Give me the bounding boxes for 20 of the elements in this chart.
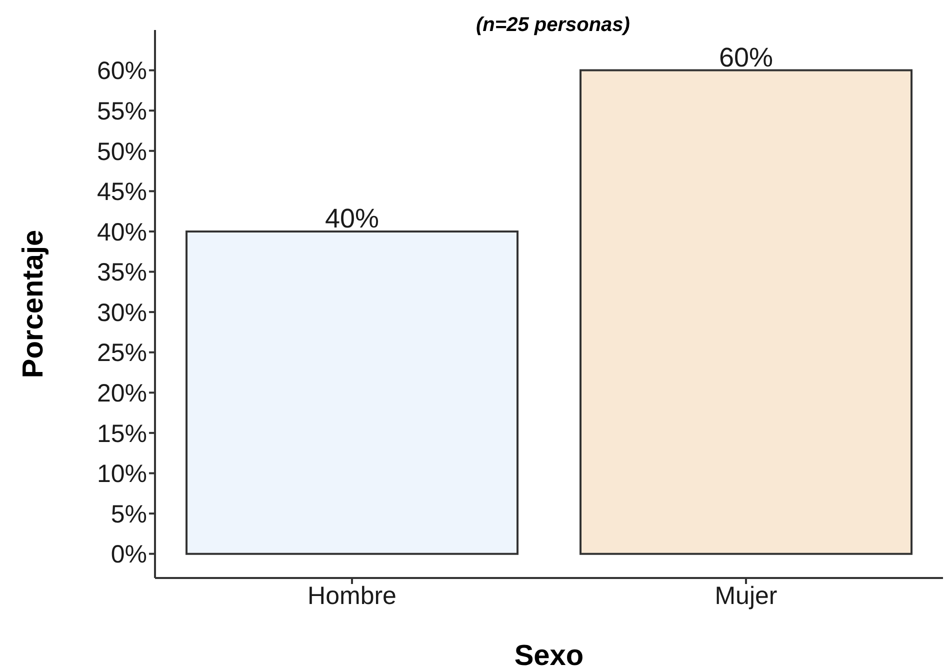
data-label: 60%	[718, 42, 774, 72]
y-axis-title: Porcentaje	[17, 230, 50, 378]
y-tick-label: 35%	[96, 258, 147, 287]
y-tick-label: 30%	[96, 298, 147, 327]
y-tick-label: 25%	[96, 339, 147, 368]
x-axis-title: Sexo	[514, 640, 584, 669]
y-tick-label: 5%	[110, 500, 147, 528]
x-tick-label: Hombre	[308, 582, 396, 610]
y-tick-label: 10%	[96, 460, 147, 488]
y-tick-label: 55%	[96, 97, 147, 126]
y-tick-label: 60%	[96, 57, 147, 86]
x-tick-label: Mujer	[714, 582, 778, 610]
y-tick-label: 40%	[96, 218, 147, 246]
y-tick-label: 20%	[96, 380, 147, 408]
chart-title: (n=25 personas)	[476, 14, 630, 36]
y-tick-label: 15%	[96, 420, 147, 448]
y-tick-label: 45%	[96, 178, 147, 206]
y-tick-label: 50%	[96, 138, 147, 166]
data-label: 40%	[324, 203, 380, 234]
y-tick-label: 0%	[110, 540, 147, 569]
